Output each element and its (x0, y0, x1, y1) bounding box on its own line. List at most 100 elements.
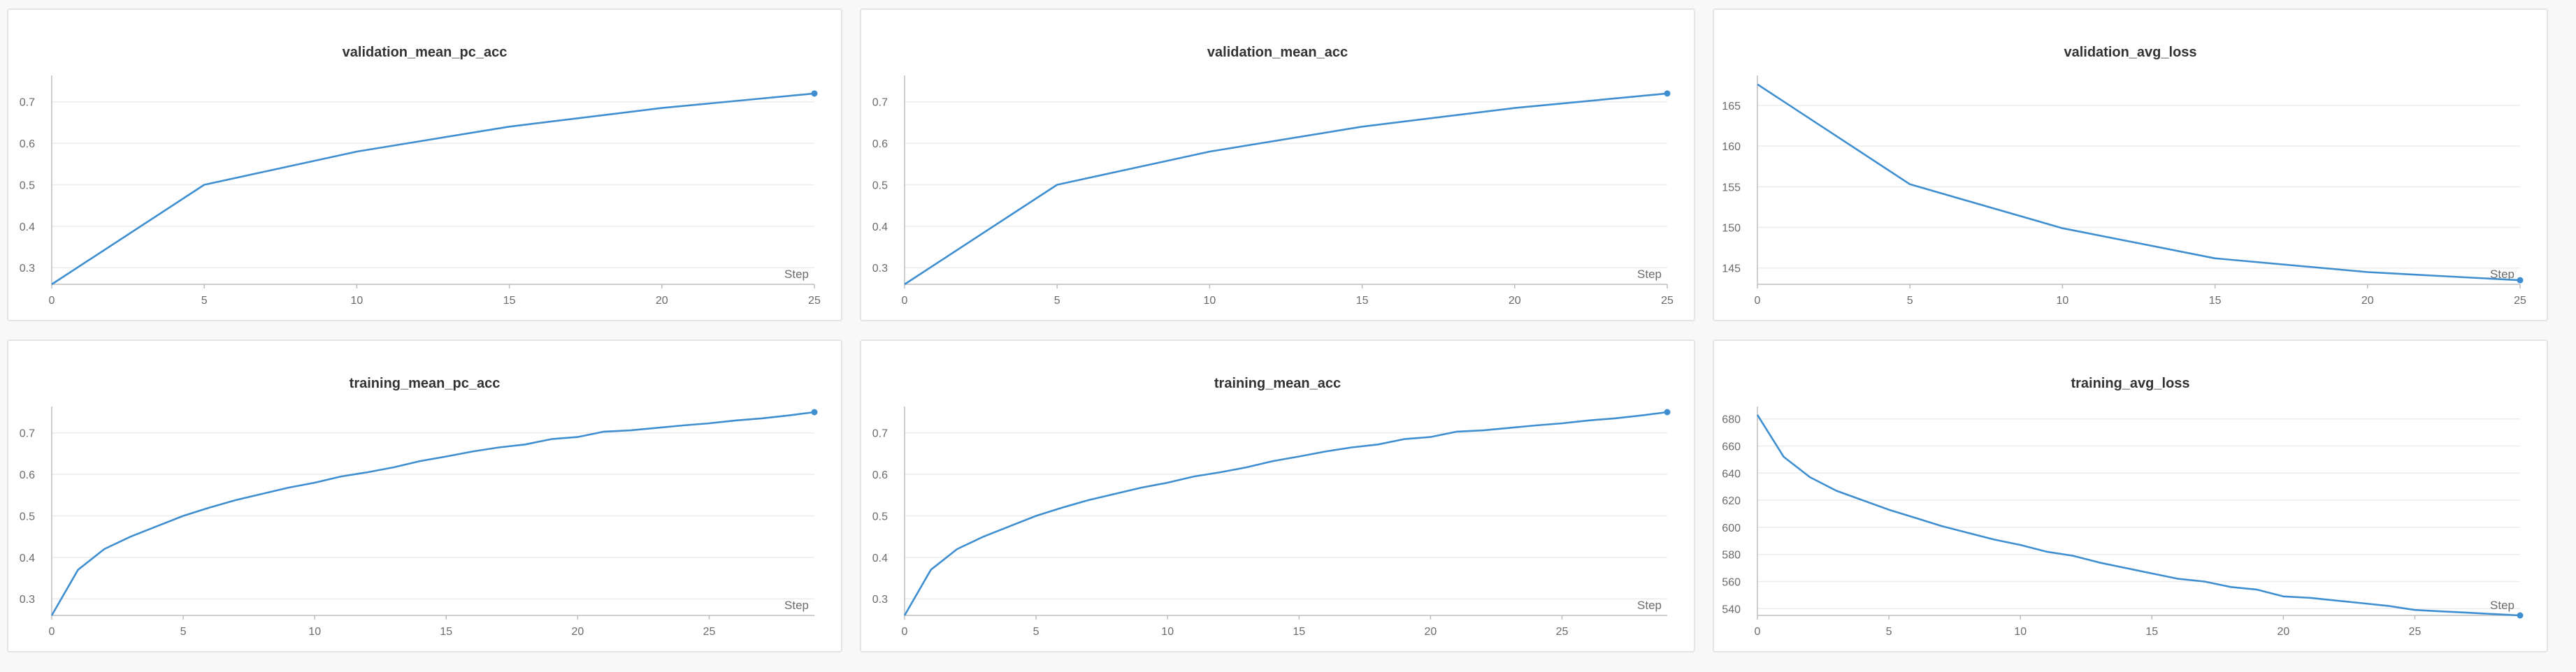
chart-panel-training_avg_loss[interactable]: training_avg_loss 540 560 580 600 620 640 660 68… (1713, 339, 2548, 652)
data-point[interactable] (1664, 90, 1671, 97)
x-tick-label: 10 (351, 295, 364, 307)
y-tick-label: 0.3 (872, 594, 888, 606)
chart-title: training_avg_loss (2071, 376, 2190, 391)
y-tick-label: 0.4 (872, 221, 888, 233)
x-tick-label: 15 (503, 295, 516, 307)
x-tick-label: 25 (703, 626, 716, 638)
x-tick-label: 20 (656, 295, 668, 307)
chart-title: training_mean_acc (1214, 376, 1341, 391)
x-tick-label: 20 (2278, 626, 2290, 638)
y-tick-label: 0.4 (20, 221, 35, 233)
chart-panel-training_mean_pc_acc[interactable]: training_mean_pc_acc 0.3 0.4 0.5 0.6 0.7 0 5 10 1… (7, 339, 842, 652)
y-tick-label: 0.7 (872, 428, 888, 440)
line-chart: 0.3 0.4 0.5 0.6 0.7 0 5 10 15 20 25 Step (872, 75, 1674, 307)
x-tick-label: 5 (201, 295, 208, 307)
x-tick-label: 10 (1204, 295, 1216, 307)
chart-title: validation_avg_loss (2064, 45, 2197, 60)
y-tick-label: 0.7 (20, 428, 35, 440)
y-tick-label: 540 (1722, 604, 1741, 615)
chart-title: validation_mean_acc (1207, 45, 1348, 60)
y-tick-label: 0.6 (20, 469, 35, 481)
x-tick-label: 10 (308, 626, 321, 638)
y-tick-label: 0.5 (20, 180, 35, 191)
chart-panel-training_mean_acc[interactable]: training_mean_acc 0.3 0.4 0.5 0.6 0.7 0 5 10 15 20… (860, 339, 1695, 652)
x-axis-label: Step (784, 599, 809, 612)
chart-title: validation_mean_pc_acc (342, 45, 508, 60)
x-tick-label: 25 (1661, 295, 1674, 307)
x-tick-label: 10 (1161, 626, 1174, 638)
series-line[interactable] (51, 92, 815, 286)
y-tick-label: 145 (1722, 263, 1741, 275)
x-tick-label: 10 (2057, 295, 2069, 307)
y-tick-label: 660 (1722, 441, 1741, 453)
y-tick-label: 0.5 (872, 511, 888, 523)
x-axis-label: Step (2490, 268, 2514, 281)
series-line[interactable] (1756, 414, 2521, 617)
y-tick-label: 0.3 (872, 263, 888, 275)
x-tick-label: 5 (180, 626, 187, 638)
x-tick-label: 15 (440, 626, 452, 638)
y-tick-label: 155 (1722, 182, 1741, 193)
y-tick-label: 165 (1722, 101, 1741, 112)
y-tick-label: 580 (1722, 550, 1741, 562)
x-tick-label: 25 (2409, 626, 2422, 638)
y-tick-label: 0.7 (872, 97, 888, 109)
line-chart: 0.3 0.4 0.5 0.6 0.7 0 5 10 15 20 25 Step (872, 407, 1671, 638)
line-chart: 0.3 0.4 0.5 0.6 0.7 0 5 10 15 20 25 Step (20, 75, 821, 307)
series-line[interactable] (1757, 83, 2521, 282)
x-axis-label: Step (1637, 268, 1662, 281)
x-axis-label: Step (2490, 599, 2514, 612)
x-tick-label: 15 (2145, 626, 2158, 638)
x-tick-label: 0 (902, 295, 908, 307)
chart-panel-validation_avg_loss[interactable]: validation_avg_loss 145 150 155 160 165 0 5 10 15… (1713, 8, 2548, 321)
data-point[interactable] (811, 409, 818, 416)
x-axis-label: Step (1637, 599, 1662, 612)
y-tick-label: 680 (1722, 414, 1741, 426)
chart-title: training_mean_pc_acc (349, 376, 501, 391)
data-point[interactable] (811, 90, 818, 97)
x-tick-label: 20 (1509, 295, 1521, 307)
x-tick-label: 20 (2361, 295, 2374, 307)
chart-panel-validation_mean_acc[interactable]: validation_mean_acc 0.3 0.4 0.5 0.6 0.7 0 5 10 15… (860, 8, 1695, 321)
x-tick-label: 25 (808, 295, 821, 307)
y-tick-label: 0.3 (20, 263, 35, 275)
x-tick-label: 20 (572, 626, 584, 638)
x-tick-label: 15 (1356, 295, 1369, 307)
y-tick-label: 600 (1722, 523, 1741, 534)
x-tick-label: 5 (1907, 295, 1913, 307)
y-tick-label: 0.6 (20, 138, 35, 150)
x-tick-label: 0 (49, 295, 55, 307)
x-axis-label: Step (784, 268, 809, 281)
data-point[interactable] (1664, 409, 1671, 416)
x-tick-label: 0 (1755, 295, 1761, 307)
line-chart: 540 560 580 600 620 640 660 680 0 5 10 15 20 25 Step (1722, 407, 2524, 638)
series-line[interactable] (904, 92, 1668, 286)
y-tick-label: 0.5 (872, 180, 888, 191)
y-tick-label: 0.4 (20, 553, 35, 564)
x-tick-label: 10 (2014, 626, 2027, 638)
y-tick-label: 560 (1722, 577, 1741, 589)
x-tick-label: 15 (1293, 626, 1305, 638)
x-tick-label: 0 (1755, 626, 1761, 638)
chart-panel-validation_mean_pc_acc[interactable]: validation_mean_pc_acc 0.3 0.4 0.5 0.6 0.7 0 5 1… (7, 8, 842, 321)
y-tick-label: 0.4 (872, 553, 888, 564)
series-line[interactable] (903, 411, 1668, 616)
x-tick-label: 5 (1886, 626, 1892, 638)
y-tick-label: 0.6 (872, 469, 888, 481)
y-tick-label: 0.7 (20, 97, 35, 109)
y-tick-label: 0.6 (872, 138, 888, 150)
data-point[interactable] (2517, 612, 2524, 619)
line-chart: 145 150 155 160 165 0 5 10 15 20 25 Step (1722, 75, 2526, 307)
data-point[interactable] (2517, 277, 2524, 284)
x-tick-label: 25 (1556, 626, 1569, 638)
y-tick-label: 160 (1722, 141, 1741, 153)
y-tick-label: 0.5 (20, 511, 35, 523)
x-tick-label: 25 (2514, 295, 2526, 307)
x-tick-label: 0 (49, 626, 55, 638)
x-tick-label: 5 (1054, 295, 1060, 307)
x-tick-label: 15 (2209, 295, 2222, 307)
y-tick-label: 640 (1722, 468, 1741, 480)
y-tick-label: 150 (1722, 223, 1741, 235)
line-chart: 0.3 0.4 0.5 0.6 0.7 0 5 10 15 20 25 Step (20, 407, 818, 638)
series-line[interactable] (50, 411, 815, 616)
